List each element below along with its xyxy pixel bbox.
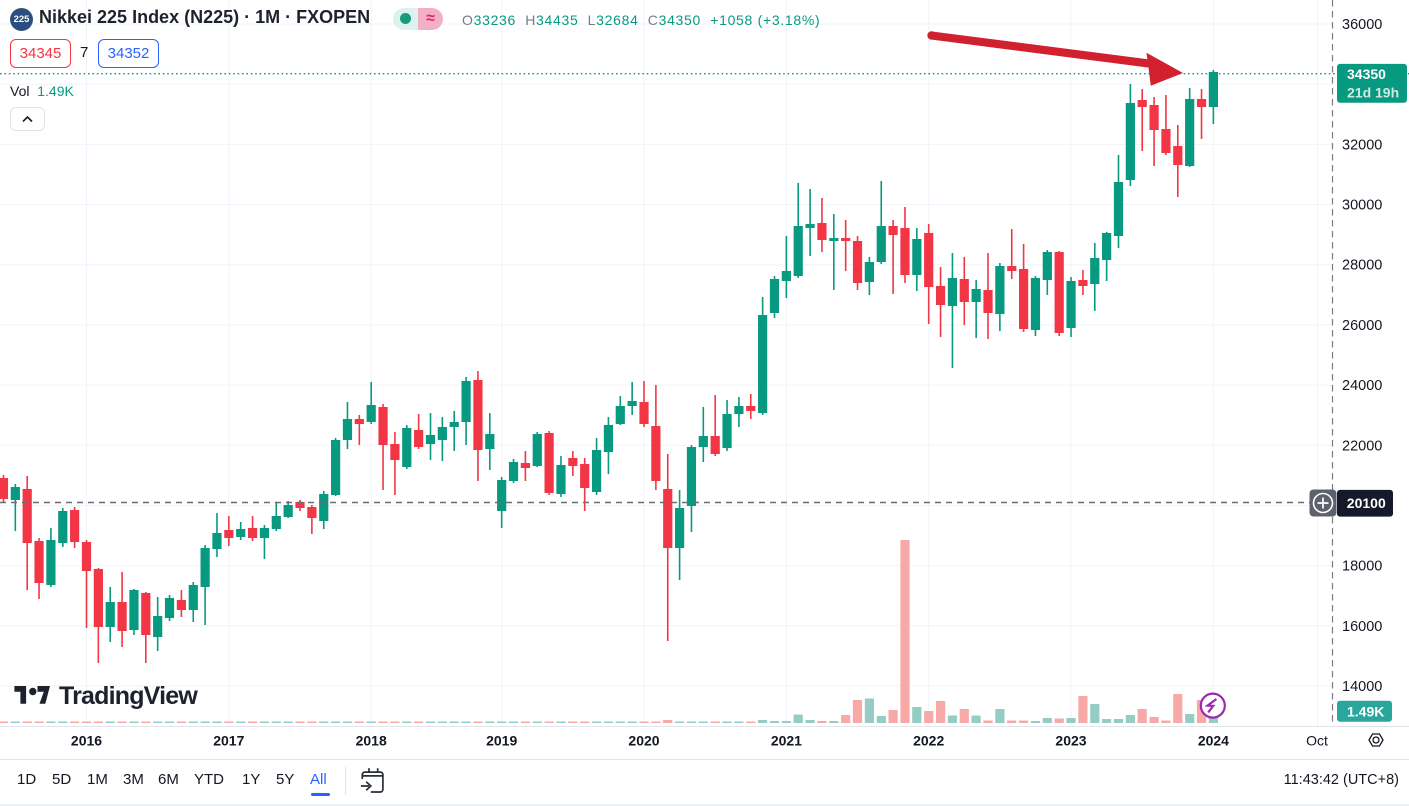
svg-text:32000: 32000 (1342, 137, 1382, 153)
svg-text:2018: 2018 (356, 733, 387, 749)
svg-text:26000: 26000 (1342, 318, 1382, 334)
svg-text:TradingView: TradingView (59, 682, 198, 710)
svg-text:2017: 2017 (213, 733, 244, 749)
svg-text:2016: 2016 (71, 733, 102, 749)
svg-text:24000: 24000 (1342, 378, 1382, 394)
svg-text:2020: 2020 (628, 733, 659, 749)
svg-text:22000: 22000 (1342, 438, 1382, 454)
svg-text:2022: 2022 (913, 733, 944, 749)
svg-text:36000: 36000 (1342, 17, 1382, 33)
svg-text:Oct: Oct (1306, 733, 1328, 749)
svg-text:20100: 20100 (1347, 495, 1386, 511)
svg-text:2019: 2019 (486, 733, 517, 749)
svg-text:34350: 34350 (1347, 66, 1386, 82)
svg-text:2023: 2023 (1055, 733, 1086, 749)
svg-text:1.49K: 1.49K (1347, 704, 1384, 720)
svg-text:2024: 2024 (1198, 733, 1229, 749)
svg-text:30000: 30000 (1342, 198, 1382, 214)
svg-text:18000: 18000 (1342, 559, 1382, 575)
svg-text:28000: 28000 (1342, 258, 1382, 274)
svg-text:16000: 16000 (1342, 619, 1382, 635)
svg-text:2021: 2021 (771, 733, 802, 749)
svg-text:14000: 14000 (1342, 679, 1382, 695)
svg-text:21d 19h: 21d 19h (1347, 85, 1399, 101)
